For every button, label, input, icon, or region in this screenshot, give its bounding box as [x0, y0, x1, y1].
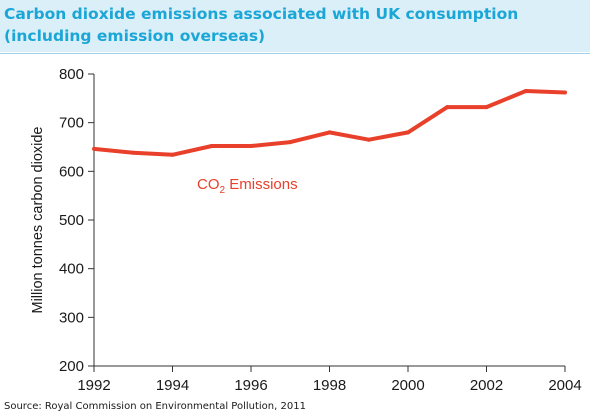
x-tick-label: 1998	[313, 377, 346, 394]
title-divider	[0, 53, 590, 54]
y-tick-label: 500	[59, 212, 84, 229]
series-label-co2-emissions: CO2 Emissions	[197, 176, 298, 196]
series-label-rest: Emissions	[225, 176, 298, 193]
y-axis-label: Million tonnes carbon dioxide	[30, 127, 46, 314]
y-axis-ticks: 200 300 400 500 600 700 800	[59, 66, 94, 375]
series-points	[92, 89, 567, 157]
y-tick-label: 200	[59, 358, 84, 375]
data-point	[288, 140, 293, 145]
data-point	[523, 89, 528, 93]
x-tick-label: 2000	[391, 377, 424, 394]
data-point	[445, 105, 450, 110]
x-axis-ticks: 1992 1994 1996 1998 2000 2002 2004	[77, 366, 582, 394]
data-point	[131, 150, 136, 155]
data-point	[406, 130, 410, 135]
x-tick-label: 1996	[234, 377, 267, 394]
series-label-main: CO	[197, 176, 220, 193]
data-point	[327, 130, 332, 135]
source-note: Source: Royal Commission on Environmenta…	[4, 401, 306, 412]
y-tick-label: 300	[59, 309, 84, 326]
x-tick-label: 1994	[156, 377, 189, 394]
x-tick-label: 2002	[470, 377, 503, 394]
series-line-co2-emissions	[93, 89, 566, 157]
data-point	[366, 137, 371, 142]
chart-title: Carbon dioxide emissions associated with…	[4, 5, 519, 45]
data-point	[92, 146, 96, 151]
data-point	[249, 144, 253, 148]
y-tick-label: 400	[59, 261, 84, 278]
data-point	[170, 152, 175, 157]
x-tick-label: 1992	[77, 377, 110, 394]
data-point	[563, 90, 567, 95]
x-tick-label: 2004	[548, 377, 581, 394]
data-point	[209, 144, 214, 148]
y-tick-label: 700	[59, 115, 84, 132]
title-bar: Carbon dioxide emissions associated with…	[0, 0, 590, 52]
y-tick-label: 800	[59, 66, 84, 83]
series-label-subscript: 2	[220, 185, 226, 196]
data-point	[484, 105, 489, 110]
y-tick-label: 600	[59, 163, 84, 180]
